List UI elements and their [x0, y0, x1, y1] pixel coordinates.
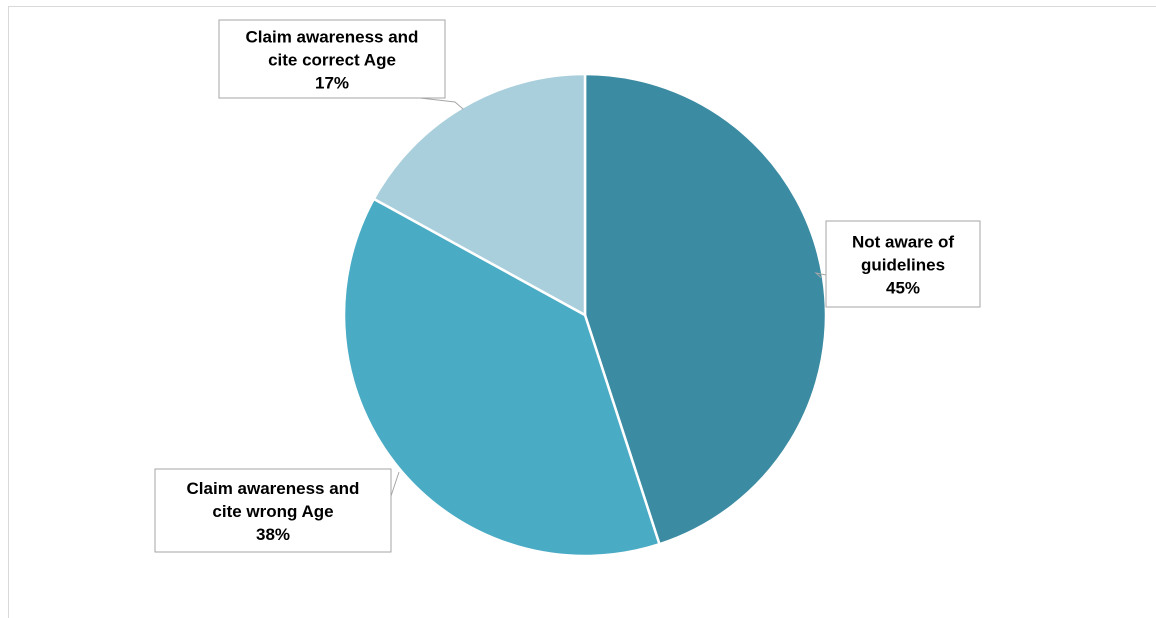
slice-value-label-0: 45%: [886, 279, 920, 298]
slice-label-1: Claim awareness and cite wrong Age 38%: [154, 468, 392, 553]
slice-label-box-2: [218, 19, 446, 99]
leader-lines: [390, 97, 827, 497]
slice-label-box-1: [154, 468, 392, 553]
slice-label-box-0: [825, 220, 981, 308]
chart-frame: [8, 6, 1156, 618]
slice-labels: Not aware of guidelines 45% Claim awareness…: [154, 19, 981, 553]
slice-value-label-1: 38%: [256, 525, 290, 544]
pie-slice-0: [583, 72, 828, 546]
pie-slice-2: [372, 72, 587, 317]
slice-category-label-2-0: Claim awareness and: [246, 28, 419, 47]
slice-label-2: Claim awareness and cite correct Age 17%: [218, 19, 446, 99]
pie-slice-1: [342, 197, 661, 558]
slice-category-label-2-1: cite correct Age: [268, 51, 396, 70]
leader-line-1: [390, 471, 400, 497]
slice-category-label-0-0: Not aware of: [852, 233, 954, 252]
slice-category-label-1-0: Claim awareness and: [187, 479, 360, 498]
pie-slices: [342, 72, 828, 558]
slice-category-label-1-1: cite wrong Age: [212, 502, 333, 521]
leader-line-2: [419, 97, 464, 110]
slice-value-label-2: 17%: [315, 74, 349, 93]
slice-category-label-0-1: guidelines: [861, 256, 945, 275]
leader-line-0: [814, 272, 827, 278]
slice-label-0: Not aware of guidelines 45%: [825, 220, 981, 308]
